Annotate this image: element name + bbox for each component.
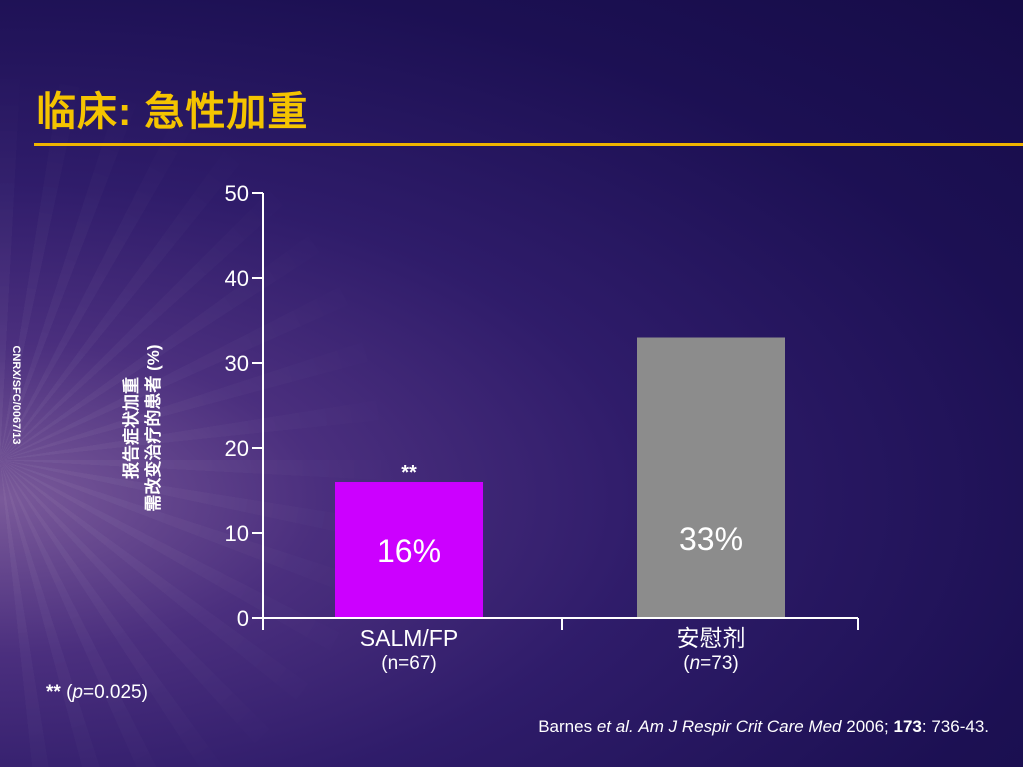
y-tick-label-30: 30: [225, 351, 249, 376]
y-tick-label-40: 40: [225, 266, 249, 291]
category-label-placebo: 安慰剂 (n=73): [591, 624, 831, 676]
slide-title: 临床: 急性加重: [36, 90, 309, 134]
y-tick-label-10: 10: [225, 521, 249, 546]
y-tick-label-50: 50: [225, 181, 249, 206]
y-tick-label-0: 0: [237, 606, 249, 631]
category-label-salm-fp: SALM/FP (n=67): [289, 624, 529, 676]
bar-1: [637, 337, 785, 618]
data-label-1: 33%: [679, 521, 743, 557]
y-tick-label-20: 20: [225, 436, 249, 461]
significance-marker-0: **: [401, 462, 417, 484]
reference-citation: Barnes et al. Am J Respir Crit Care Med …: [538, 717, 989, 736]
p-value: =0.025): [82, 682, 148, 703]
significance-footnote: ** (p=0.025): [46, 682, 148, 703]
sample-size-label: (n=67): [381, 653, 437, 674]
chart-plot-area: 0 10 20 30 40 50 16% ** 33%: [225, 181, 859, 631]
category-name: 安慰剂: [676, 625, 746, 651]
data-label-0: 16%: [377, 533, 441, 569]
footnote-marker: **: [46, 682, 61, 703]
bar-0: [335, 482, 483, 618]
sample-size-label: (n=73): [683, 653, 739, 674]
category-name: SALM/FP: [359, 625, 459, 651]
p-symbol: p: [72, 682, 83, 703]
title-divider: [34, 143, 1023, 146]
